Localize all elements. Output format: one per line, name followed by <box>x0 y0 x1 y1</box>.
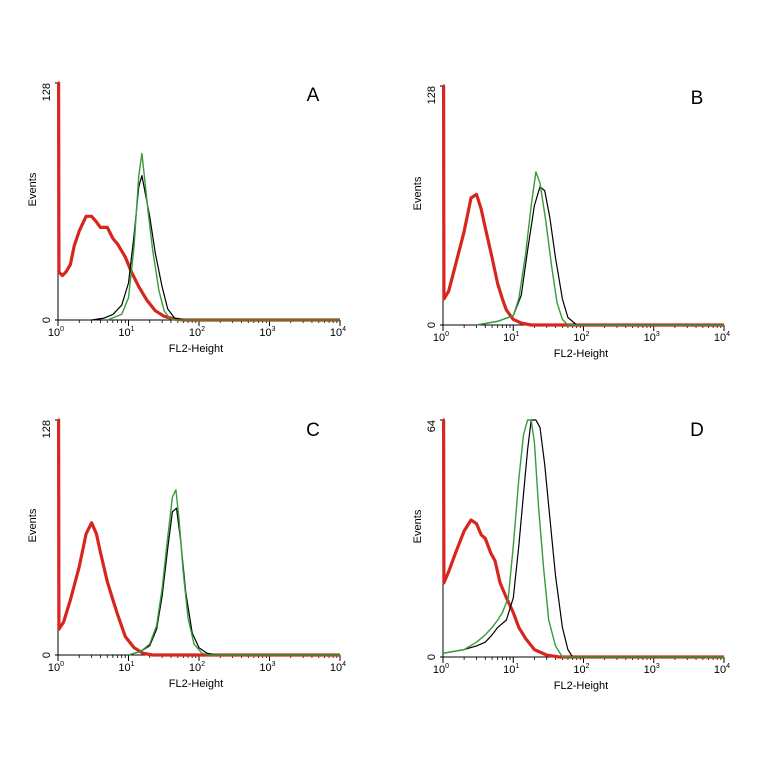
x-axis-label: FL2-Height <box>554 348 608 360</box>
x-tick-label: 101 <box>503 331 519 344</box>
x-tick-label: 103 <box>259 326 275 339</box>
x-tick-label: 101 <box>118 326 134 339</box>
x-tick-label: 102 <box>573 663 589 676</box>
histogram-panel-a: 0 128 Events 100 101 102 103 104 FL2-Height A <box>27 81 346 355</box>
y-axis-label: Events <box>27 172 39 206</box>
y-tick-label: 0 <box>41 317 53 323</box>
x-tick-label: 101 <box>503 663 519 676</box>
x-tick-label: 104 <box>714 331 730 344</box>
x-axis-label: FL2-Height <box>169 343 223 355</box>
x-tick-label: 104 <box>714 663 730 676</box>
x-axis-label: FL2-Height <box>169 678 223 690</box>
y-tick-label: 0 <box>426 654 438 660</box>
x-tick-label: 102 <box>189 661 205 674</box>
y-tick-label: 128 <box>41 83 53 101</box>
x-axis-label: FL2-Height <box>554 680 608 692</box>
x-tick-label: 100 <box>48 661 64 674</box>
histogram-series-line-3 <box>128 489 340 656</box>
y-tick-label: 0 <box>41 652 53 658</box>
histogram-series-line-2 <box>128 507 340 656</box>
x-tick-label: 100 <box>48 326 64 339</box>
histogram-series-line-3 <box>107 152 340 321</box>
x-tick-label: 104 <box>330 661 346 674</box>
histogram-panel-c: 0 128 Events 100 101 102 103 104 FL2-Height C <box>27 418 346 690</box>
y-tick-label: 128 <box>41 420 53 438</box>
panel-label: C <box>306 420 320 441</box>
y-axis-label: Events <box>27 508 39 542</box>
histogram-series-line-1 <box>57 81 340 322</box>
histogram-series-line-1 <box>442 418 724 659</box>
panel-label: D <box>690 420 704 441</box>
histogram-series-line-2 <box>476 186 724 326</box>
x-tick-label: 100 <box>433 331 449 344</box>
histogram-series-line-3 <box>442 419 724 658</box>
x-tick-label: 103 <box>644 663 660 676</box>
x-tick-label: 102 <box>189 326 205 339</box>
y-tick-label: 0 <box>426 322 438 328</box>
y-tick-label: 128 <box>426 86 438 104</box>
histogram-series-line-2 <box>91 175 340 321</box>
histogram-series-line-2 <box>442 419 724 658</box>
histogram-series-line-1 <box>57 418 340 657</box>
y-tick-label: 64 <box>426 420 438 432</box>
y-axis-label: Events <box>412 509 424 543</box>
x-tick-label: 103 <box>259 661 275 674</box>
y-axis-label: Events <box>412 176 424 210</box>
histogram-panel-b: 0 128 Events 100 101 102 103 104 FL2-Height B <box>412 84 730 360</box>
x-tick-label: 103 <box>644 331 660 344</box>
histogram-series-line-3 <box>476 171 724 326</box>
histogram-series-line-1 <box>442 84 724 327</box>
x-tick-label: 102 <box>573 331 589 344</box>
x-tick-label: 100 <box>433 663 449 676</box>
panel-label: A <box>307 85 320 106</box>
histogram-panel-d: 0 64 Events 100 101 102 103 104 FL2-Height D <box>412 418 730 692</box>
x-tick-label: 101 <box>118 661 134 674</box>
x-tick-label: 104 <box>330 326 346 339</box>
panel-label: B <box>691 88 704 109</box>
